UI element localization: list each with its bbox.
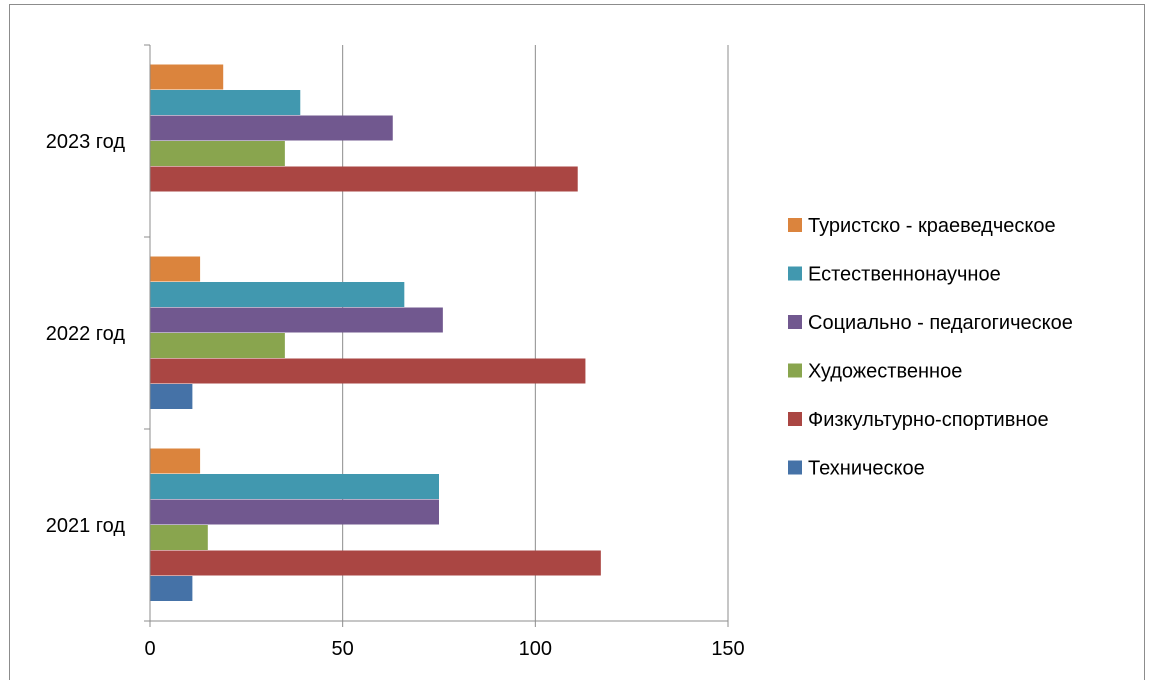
x-tick-label: 100 bbox=[519, 638, 552, 660]
legend-swatch bbox=[788, 218, 802, 232]
legend-label: Физкультурно-спортивное bbox=[808, 409, 1049, 431]
legend-label: Художественное bbox=[808, 361, 962, 383]
bar bbox=[150, 141, 285, 166]
bars bbox=[150, 64, 601, 601]
bar bbox=[150, 166, 578, 192]
bar bbox=[150, 358, 586, 384]
bar bbox=[150, 474, 439, 499]
y-category-label: 2022 год bbox=[46, 323, 126, 345]
x-tick-label: 150 bbox=[711, 638, 744, 660]
bar bbox=[150, 499, 439, 525]
legend-swatch bbox=[788, 315, 802, 329]
y-category-label: 2021 год bbox=[46, 515, 126, 537]
bar bbox=[150, 307, 443, 333]
bar bbox=[150, 64, 224, 90]
bar bbox=[150, 550, 601, 576]
gridlines bbox=[342, 45, 729, 621]
bar bbox=[150, 525, 208, 550]
y-category-label: 2023 год bbox=[46, 131, 126, 153]
bar bbox=[150, 282, 405, 307]
axes: 0 50 100 150 2021 год 2022 год 2023 год bbox=[46, 44, 745, 660]
x-tick-label: 50 bbox=[332, 638, 354, 660]
bar-chart: 0 50 100 150 2021 год 2022 год 2023 год Турист… bbox=[46, 44, 1073, 660]
bar bbox=[150, 576, 193, 601]
legend-swatch bbox=[788, 266, 802, 281]
legend-swatch bbox=[788, 412, 802, 426]
bar bbox=[150, 333, 285, 358]
bar bbox=[150, 115, 393, 141]
chart-frame: 0 50 100 150 2021 год 2022 год 2023 год Турист… bbox=[9, 4, 1145, 680]
legend: Туристско - краеведческое Естественнонауч… bbox=[788, 215, 1073, 480]
bar bbox=[150, 448, 201, 474]
legend-label: Туристско - краеведческое bbox=[808, 215, 1056, 237]
legend-label: Социально - педагогическое bbox=[808, 312, 1073, 334]
x-tick-label: 0 bbox=[144, 638, 155, 660]
bar bbox=[150, 256, 201, 282]
legend-label: Естественнонаучное bbox=[808, 264, 1001, 286]
legend-swatch bbox=[788, 460, 802, 475]
bar bbox=[150, 384, 193, 409]
bar bbox=[150, 90, 301, 115]
legend-label: Техническое bbox=[808, 458, 925, 480]
legend-swatch bbox=[788, 363, 802, 378]
